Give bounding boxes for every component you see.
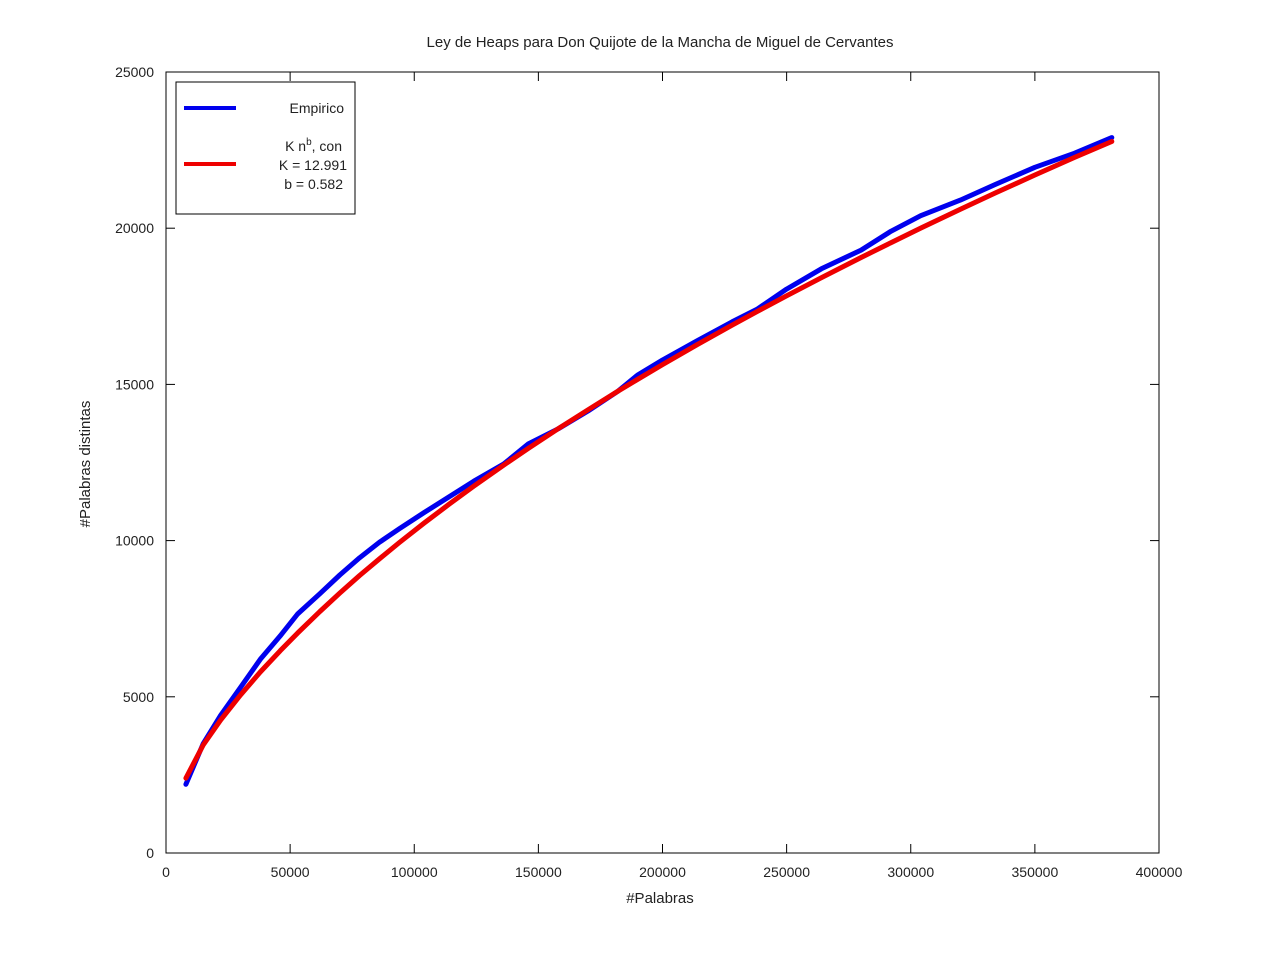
x-tick-label: 250000 xyxy=(763,864,810,880)
series-line-fit xyxy=(183,139,1115,781)
x-tick-label: 50000 xyxy=(271,864,310,880)
x-axis-label: #Palabras xyxy=(626,890,694,907)
legend-formula-exponent: b xyxy=(306,137,312,148)
plot-frame xyxy=(165,71,1160,854)
y-tick-label: 20000 xyxy=(115,220,154,236)
legend-label-fit-k: K = 12.991 xyxy=(279,157,347,173)
y-tick-label: 15000 xyxy=(115,376,154,392)
y-tick-label: 10000 xyxy=(115,533,154,549)
y-tick-label: 5000 xyxy=(123,689,154,705)
x-tick-label: 400000 xyxy=(1136,864,1183,880)
legend-formula-suffix: , con xyxy=(312,138,342,154)
x-tick-label: 300000 xyxy=(887,864,934,880)
x-tick-label: 100000 xyxy=(391,864,438,880)
x-tick-label: 0 xyxy=(162,864,170,880)
y-tick-label: 25000 xyxy=(115,64,154,80)
x-tick-label: 150000 xyxy=(515,864,562,880)
y-tick-label: 0 xyxy=(146,845,154,861)
legend-box xyxy=(175,81,356,215)
series-layer xyxy=(183,135,1115,787)
x-tick-label: 350000 xyxy=(1012,864,1059,880)
chart-title: Ley de Heaps para Don Quijote de la Manc… xyxy=(427,34,894,51)
legend: Empirico K nb, con K = 12.991 b = 0.582 xyxy=(175,81,356,215)
legend-label-fit-b: b = 0.582 xyxy=(284,176,343,192)
x-tick-label: 200000 xyxy=(639,864,686,880)
legend-label-fit-formula: K nb, con xyxy=(285,137,342,154)
tick-layer: 0 50000 100000 150000 200000 250000 300000 3500… xyxy=(115,64,1183,880)
legend-formula-base: K n xyxy=(285,138,306,154)
y-axis-label: #Palabras distintas xyxy=(77,401,94,528)
legend-label-empirico: Empirico xyxy=(290,100,345,116)
